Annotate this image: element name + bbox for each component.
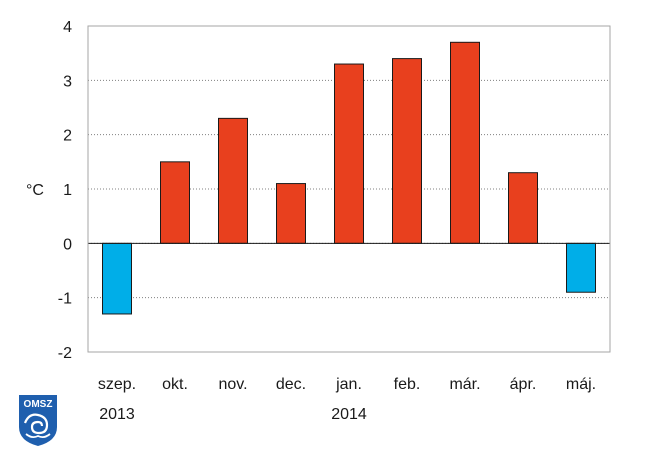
x-year-label: 2013: [99, 406, 135, 423]
x-category-label: máj.: [566, 376, 596, 393]
logo-shield-icon: [19, 395, 57, 446]
y-tick-label: 4: [63, 19, 72, 36]
bar: [218, 117, 248, 244]
bar: [276, 183, 306, 244]
plot-frame: [87, 25, 611, 353]
bar: [160, 161, 190, 244]
y-tick-label: 2: [63, 128, 72, 145]
y-tick-label: 1: [63, 182, 72, 199]
bar: [508, 172, 538, 244]
x-category-label: jan.: [335, 376, 362, 393]
x-category-label: okt.: [162, 376, 188, 393]
x-category-label: nov.: [218, 376, 247, 393]
y-axis-unit-label: °C: [26, 182, 44, 199]
y-tick-label: -1: [58, 291, 72, 308]
x-axis-labels: szep. okt. nov. dec. jan. feb. már. ápr. máj. 201…: [98, 376, 596, 423]
bar: [102, 242, 132, 315]
logo-text: OMSZ: [24, 399, 53, 410]
x-category-label: ápr.: [510, 376, 537, 393]
bar: [450, 41, 480, 244]
x-category-label: szep.: [98, 376, 136, 393]
omsz-logo: OMSZ: [19, 395, 57, 446]
x-category-label: dec.: [276, 376, 306, 393]
logo-swirl-icon: [23, 413, 49, 435]
y-axis-ticks: -2 -1 0 1 2 3 4: [58, 19, 72, 362]
y-tick-label: 0: [63, 236, 72, 253]
x-category-label: már.: [449, 376, 480, 393]
x-category-label: feb.: [394, 376, 421, 393]
y-tick-label: 3: [63, 73, 72, 90]
x-year-label: 2014: [331, 406, 367, 423]
bar: [334, 63, 364, 244]
y-tick-label: -2: [58, 345, 72, 362]
bars: [102, 41, 596, 315]
bar: [566, 242, 596, 293]
bar: [392, 58, 422, 244]
logo-wave-icon: [25, 433, 51, 439]
